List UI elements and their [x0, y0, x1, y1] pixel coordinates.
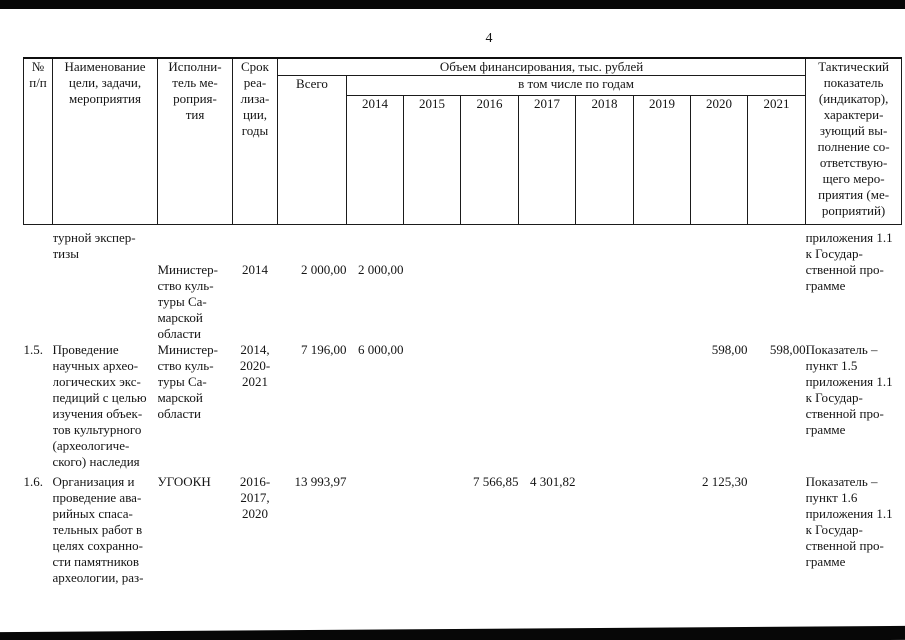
table-row-1-6: 1.6. Организация и проведение ава- рийны…: [24, 474, 902, 586]
cell-executor: [158, 225, 233, 263]
cell-executor: Министер- ство куль- туры Са- марской об…: [157, 342, 218, 421]
header-year-2014: 2014: [346, 95, 404, 225]
cell-term: 2014: [242, 262, 268, 277]
cell-year-2018: [576, 225, 634, 263]
header-num: № п/п: [23, 57, 53, 225]
cell-year-2015: [404, 262, 461, 342]
cell-num: 1.6.: [23, 474, 44, 489]
cell-year-2019: [634, 262, 691, 342]
table-header: № п/п Наименование цели, задачи, меропри…: [23, 57, 903, 225]
header-by-years: в том числе по годам: [345, 75, 807, 96]
table-row-ministry: Министер- ство куль- туры Са- марской об…: [24, 262, 902, 342]
cell-num: [24, 262, 53, 342]
cell-year-2020: [691, 225, 748, 263]
cell-year-2015: [404, 225, 461, 263]
header-row-2: Всего в том числе по годам: [24, 75, 902, 225]
header-tactical: Тактический показатель (индикатор), хара…: [805, 57, 903, 225]
cell-year-2020: 598,00: [711, 342, 748, 357]
cell-name: [53, 262, 158, 342]
cell-year-2015: [404, 342, 461, 474]
cell-total: 7 196,00: [301, 342, 347, 357]
cell-year-2021: 598,00: [769, 342, 806, 357]
cell-executor: УГООКН: [157, 474, 211, 489]
cell-year-2014: 2 000,00: [358, 262, 404, 277]
cell-tactical: Показатель – пункт 1.6 приложения 1.1 к …: [805, 474, 893, 569]
header-row-1: № п/п Наименование цели, задачи, меропри…: [23, 57, 903, 225]
header-funding: Объем финансирования, тыс. рублей: [276, 57, 807, 76]
cell-year-2019: [634, 474, 691, 586]
cell-year-2020: 2 125,30: [702, 474, 748, 489]
cell-executor: Министер- ство куль- туры Са- марской об…: [157, 262, 218, 341]
header-name: Наименование цели, задачи, мероприятия: [52, 57, 158, 225]
cell-num: [24, 225, 53, 263]
page-number: 4: [485, 31, 493, 46]
cell-year-2017: [519, 262, 576, 342]
header-year-2017: 2017: [518, 95, 576, 225]
cell-year-2017: [519, 225, 576, 263]
header-year-2021: 2021: [746, 95, 807, 225]
cell-year-2018: [576, 474, 634, 586]
scan-artifact-bottom-bar: [0, 625, 905, 640]
header-executor: Исполни- тель ме- роприя- тия: [157, 57, 233, 225]
cell-term: [233, 225, 278, 263]
cell-year-2014: 6 000,00: [358, 342, 404, 357]
cell-year-2016: [461, 262, 519, 342]
cell-year-2016: [461, 225, 519, 263]
cell-tactical: приложения 1.1 к Государ- ственной про- …: [805, 230, 893, 293]
cell-year-2020: [691, 262, 748, 342]
cell-term: 2016- 2017, 2020: [239, 474, 271, 521]
cell-year-2021: [748, 225, 806, 263]
cell-tactical: Показатель – пункт 1.5 приложения 1.1 к …: [805, 342, 893, 437]
cell-name: турной экспер- тизы: [52, 230, 136, 261]
cell-year-2014: [347, 225, 404, 263]
cell-year-2019: [634, 342, 691, 474]
header-year-2016: 2016: [460, 95, 519, 225]
cell-name: Проведение научных архео- логических экс…: [52, 342, 147, 469]
scan-artifact-top-bar: [0, 0, 905, 9]
table-row-1-5: 1.5. Проведение научных архео- логически…: [24, 342, 902, 474]
table-body: турной экспер- тизы приложения 1.1 к Гос…: [24, 225, 902, 587]
cell-year-2016: [461, 342, 519, 474]
cell-year-2018: [576, 262, 634, 342]
header-total: Всего: [277, 75, 347, 225]
cell-year-2017: 4 301,82: [530, 474, 576, 489]
cell-year-2018: [576, 342, 634, 474]
header-year-2015: 2015: [403, 95, 461, 225]
cell-year-2021: [748, 474, 806, 586]
cell-name: Организация и проведение ава- рийных спа…: [52, 474, 144, 585]
financing-table: № п/п Наименование цели, задачи, меропри…: [23, 57, 903, 587]
cell-year-2015: [404, 474, 461, 586]
header-term: Срок реа- лиза- ции, годы: [232, 57, 278, 225]
header-year-2020: 2020: [690, 95, 748, 225]
cell-term: 2014, 2020- 2021: [239, 342, 271, 389]
cell-year-2016: 7 566,85: [473, 474, 519, 489]
cell-total: 2 000,00: [301, 262, 347, 277]
header-year-2019: 2019: [633, 95, 691, 225]
cell-year-2019: [634, 225, 691, 263]
cell-year-2021: [748, 262, 806, 342]
header-year-2018: 2018: [575, 95, 634, 225]
cell-year-2014: [347, 474, 404, 586]
cell-total: [278, 225, 347, 263]
cell-num: 1.5.: [23, 342, 44, 357]
header-row-years: 2014 2015 2016 2017 2018 2019 2020 2021: [24, 95, 902, 225]
table-row-continuation: турной экспер- тизы приложения 1.1 к Гос…: [24, 225, 902, 293]
cell-total: 13 993,97: [294, 474, 347, 489]
cell-year-2017: [519, 342, 576, 474]
